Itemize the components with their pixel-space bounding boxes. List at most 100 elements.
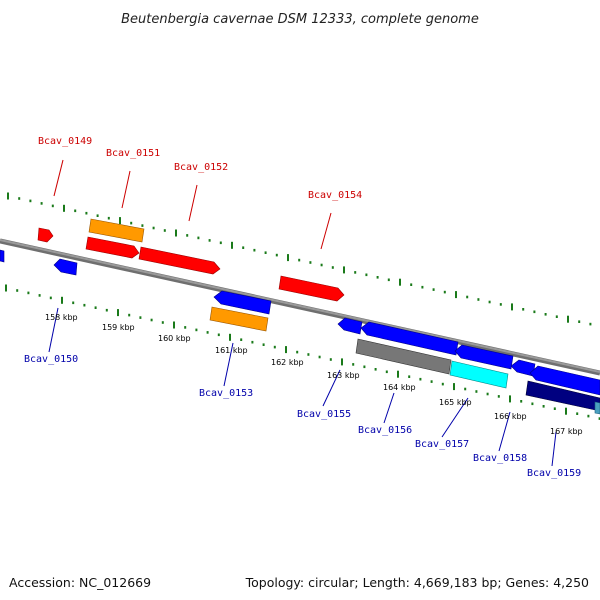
tick-mark-bottom	[453, 383, 455, 391]
tick-mark-bottom	[329, 358, 332, 361]
tick-mark-top	[175, 229, 177, 237]
tick-mark-top	[365, 273, 368, 277]
genome-summary: Topology: circular; Length: 4,669,183 bp…	[245, 575, 589, 590]
gene-arrow-bcav-0152[interactable]	[138, 246, 221, 275]
tick-mark-top	[331, 266, 334, 269]
tick-mark-bottom	[83, 303, 86, 307]
tick-mark-bottom	[262, 343, 265, 346]
gene-arrow-bcav-0151[interactable]	[88, 218, 145, 243]
tick-mark-bottom	[497, 395, 500, 398]
tick-mark-bottom	[520, 400, 523, 403]
tick-mark-top	[443, 290, 446, 294]
scale-label: 161 kbp	[215, 346, 248, 355]
tick-mark-bottom	[318, 355, 321, 359]
gene-arrow-bcav-0156[interactable]	[355, 338, 452, 375]
gene-label-bottom[interactable]: Bcav_0158	[473, 453, 527, 464]
gene-label-bottom[interactable]: Bcav_0159	[527, 468, 581, 479]
tick-mark-bottom	[587, 414, 590, 418]
tick-mark-bottom	[397, 370, 399, 378]
tick-mark-bottom	[206, 331, 209, 334]
gene-arrow-bcav-0149[interactable]	[37, 227, 54, 243]
scale-label: 163 kbp	[327, 371, 360, 380]
tick-mark-bottom	[486, 392, 489, 396]
tick-mark-bottom	[307, 353, 310, 356]
accession-text: Accession: NC_012669	[9, 575, 152, 590]
tick-mark-bottom	[430, 380, 433, 383]
gene-label-bottom[interactable]: Bcav_0156	[358, 425, 412, 436]
tick-mark-top	[387, 278, 390, 282]
tick-mark-bottom	[195, 328, 198, 332]
tick-mark-bottom	[16, 289, 19, 292]
tick-mark-top	[197, 236, 200, 240]
tick-mark-top	[589, 322, 592, 326]
tick-mark-top	[499, 303, 502, 306]
gene-arrow-bcav-0157-blue[interactable]	[454, 344, 514, 370]
tick-mark-bottom	[296, 350, 299, 354]
label-leaders	[48, 159, 557, 467]
genome-backbone	[0, 238, 600, 376]
gene-arrow-bcav-0156-blue[interactable]	[360, 321, 459, 356]
tick-mark-top	[107, 216, 110, 220]
tick-mark-bottom	[475, 390, 478, 393]
tick-mark-bottom	[363, 365, 366, 369]
tick-mark-bottom	[273, 345, 276, 349]
gene-label-bottom[interactable]: Bcav_0150	[24, 354, 78, 365]
gene-arrow-bcav-0159-blue[interactable]	[529, 365, 600, 396]
tick-mark-bottom	[251, 340, 254, 344]
gene-arrow-bcav-0150[interactable]	[53, 258, 78, 276]
gene-label-bottom[interactable]: Bcav_0153	[199, 388, 253, 399]
gene-label-top[interactable]: Bcav_0154	[308, 190, 362, 201]
tick-mark-bottom	[374, 368, 377, 371]
gene-label-bottom[interactable]: Bcav_0155	[297, 409, 351, 420]
tick-mark-top	[29, 199, 32, 203]
tick-mark-top	[343, 266, 345, 274]
tick-mark-top	[74, 209, 77, 213]
tick-mark-bottom	[27, 291, 30, 295]
scale-label: 162 kbp	[271, 358, 304, 367]
tick-mark-top	[477, 298, 480, 301]
gene-label-top[interactable]: Bcav_0149	[38, 136, 92, 147]
tick-mark-top	[7, 192, 9, 200]
tick-mark-bottom	[565, 407, 567, 415]
gene-label-top[interactable]: Bcav_0151	[106, 148, 160, 159]
gene-label-bottom[interactable]: Bcav_0157	[415, 439, 469, 450]
tick-mark-bottom	[38, 294, 41, 297]
scale-label: 160 kbp	[158, 334, 191, 343]
tick-mark-top	[208, 239, 211, 242]
tick-mark-bottom	[72, 301, 75, 305]
gene-arrow-bcav-0155[interactable]	[337, 317, 363, 335]
tick-mark-top	[63, 204, 65, 212]
gene-arrow-bcav-0153[interactable]	[209, 306, 269, 332]
tick-mark-top	[354, 271, 357, 274]
gene-arrow-left-edge[interactable]	[0, 249, 5, 263]
gene-arrow-bcav-0153-blue[interactable]	[213, 290, 272, 315]
gene-arrow-bcav-0157[interactable]	[449, 360, 509, 389]
tick-mark-top	[119, 217, 121, 225]
tick-mark-top	[309, 261, 312, 264]
tick-mark-top	[287, 254, 289, 262]
tick-mark-top	[18, 197, 21, 200]
tick-mark-top	[455, 291, 457, 299]
gene-arrow-bcav-0158-blue[interactable]	[510, 359, 536, 377]
tick-mark-bottom	[464, 387, 467, 391]
tick-mark-bottom	[598, 417, 600, 420]
tick-mark-top	[96, 214, 99, 217]
tick-mark-bottom	[419, 377, 422, 381]
gene-arrow-bcav-0154[interactable]	[278, 275, 345, 302]
gene-arrow-bcav-0151b[interactable]	[85, 236, 140, 259]
gene-track	[0, 218, 600, 415]
tick-mark-bottom	[61, 296, 63, 304]
tick-mark-bottom	[128, 313, 131, 317]
gene-label-top[interactable]: Bcav_0152	[174, 162, 228, 173]
tick-mark-bottom	[240, 338, 243, 341]
tick-mark-top	[376, 276, 379, 279]
gene-labels: Bcav_0149 Bcav_0151 Bcav_0152 Bcav_0154 …	[24, 136, 581, 479]
tick-mark-top	[163, 229, 166, 232]
tick-mark-top	[511, 303, 513, 311]
gene-arrow-edge-teal[interactable]	[594, 401, 600, 415]
gene-arrow-bcav-0159[interactable]	[525, 380, 600, 412]
tick-mark-top	[253, 248, 256, 252]
tick-mark-top	[488, 300, 491, 304]
tick-mark-bottom	[341, 358, 343, 366]
